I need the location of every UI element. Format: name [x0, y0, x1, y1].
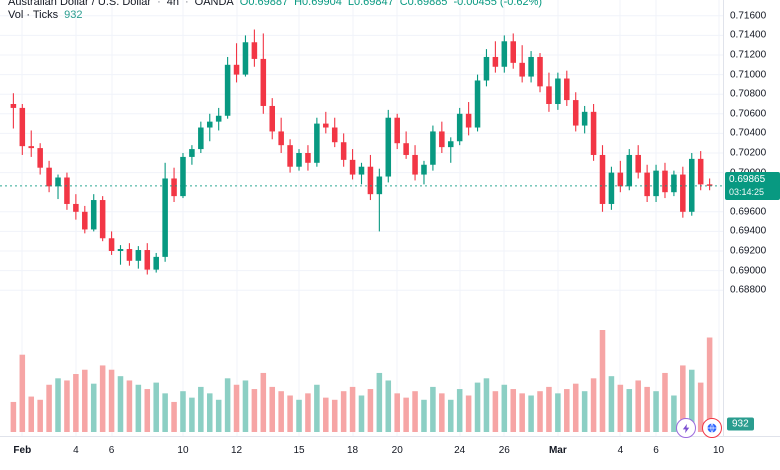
price-tick: 0.70200	[730, 147, 767, 159]
price-tick: 0.71600	[730, 10, 767, 22]
price-tick: 0.70800	[730, 88, 767, 100]
price-tick: 0.70600	[730, 108, 767, 120]
time-tick: 24	[454, 445, 466, 456]
chart-corner-badges	[676, 418, 722, 438]
time-scale[interactable]: Feb 4 6 10 12 15 18 20 24 26 Mar 4 6 10	[0, 436, 780, 470]
time-tick: 26	[498, 445, 510, 456]
price-tick: 0.69400	[730, 225, 767, 237]
price-tick: 0.71200	[730, 49, 767, 61]
time-tick: 4	[617, 445, 624, 456]
price-tick: 0.69600	[730, 206, 767, 218]
price-tick: 0.71000	[730, 69, 767, 81]
chart-gridlines	[0, 0, 723, 436]
globe-icon[interactable]	[702, 418, 722, 438]
price-scale[interactable]: 0.71600 0.71400 0.71200 0.71000 0.70800 0.706…	[723, 0, 780, 436]
time-tick: 15	[293, 445, 305, 456]
price-tick: 0.71400	[730, 29, 767, 41]
price-tick: 0.69000	[730, 265, 767, 277]
time-tick: 4	[73, 445, 79, 456]
time-tick: 10	[177, 445, 189, 456]
candlestick-series	[0, 29, 723, 432]
bar-countdown: 03:14:25	[729, 186, 765, 197]
time-tick: 20	[391, 445, 403, 456]
time-tick: 10	[712, 445, 725, 456]
price-tick: 0.70400	[730, 127, 767, 139]
time-tick: 6	[108, 445, 115, 456]
lightning-bolt-icon[interactable]	[676, 418, 696, 438]
time-tick: 6	[653, 445, 659, 456]
time-tick: Mar	[548, 445, 567, 456]
current-price-value: 0.69865	[729, 173, 766, 185]
volume-value-badge[interactable]: 932	[727, 417, 754, 431]
time-tick: 18	[347, 445, 359, 456]
price-tick: 0.69200	[730, 245, 767, 257]
time-tick: 12	[230, 445, 243, 456]
current-price-badge[interactable]: 0.69865 03:14:25	[725, 171, 780, 200]
chart-plot-area[interactable]	[0, 0, 723, 436]
price-tick: 0.68800	[730, 284, 767, 296]
time-tick: Feb	[13, 445, 32, 456]
